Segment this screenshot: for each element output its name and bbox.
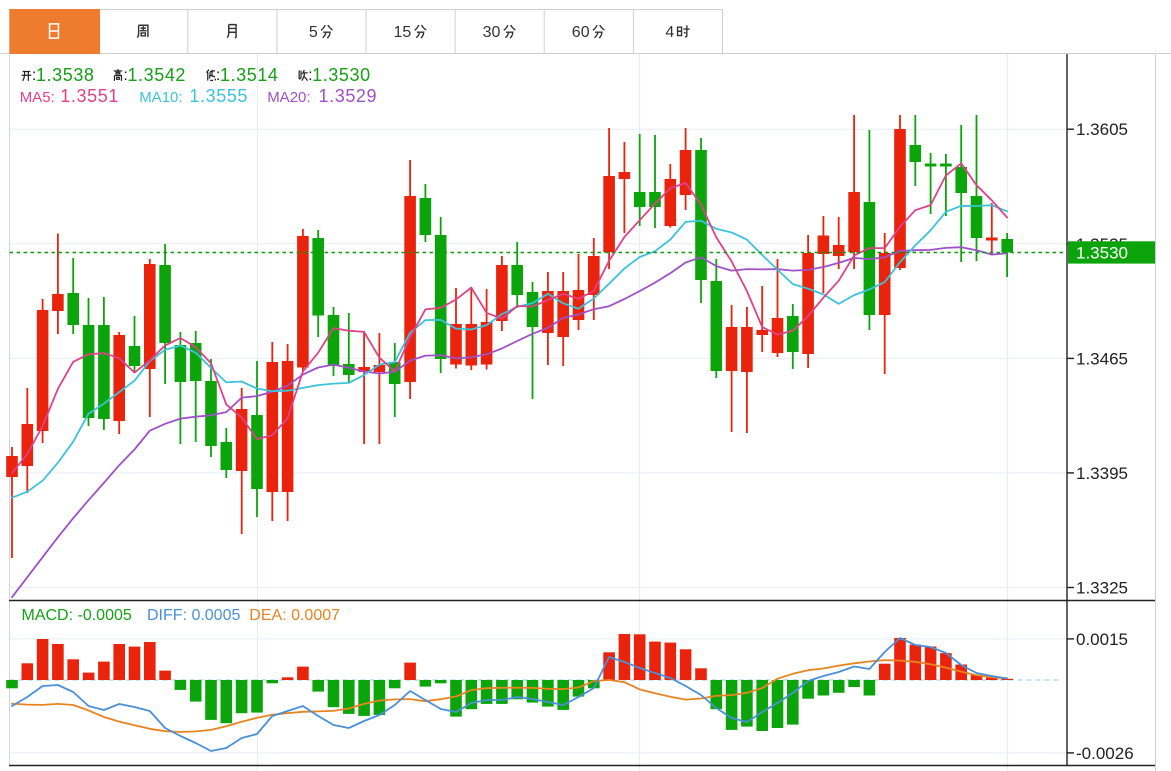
svg-text:5: 5 [309,24,318,41]
svg-text:1.3465: 1.3465 [1076,349,1128,368]
svg-text:DEA: 0.0007: DEA: 0.0007 [249,607,340,624]
svg-text:1.3395: 1.3395 [1076,464,1128,483]
svg-text::: : [216,67,220,84]
svg-text:1.3538: 1.3538 [36,65,95,85]
svg-text::: : [32,67,36,84]
svg-text::: : [123,67,127,84]
svg-text:DIFF: 0.0005: DIFF: 0.0005 [147,607,240,624]
svg-text:MA20: 1.3529: MA20: 1.3529 [267,86,377,106]
svg-text:MA5: 1.3551: MA5: 1.3551 [20,86,119,106]
svg-text:30: 30 [483,24,501,41]
svg-text:1.3542: 1.3542 [127,65,186,85]
svg-text:1.3605: 1.3605 [1076,120,1128,139]
svg-text:60: 60 [572,24,590,41]
svg-text:MACD: -0.0005: MACD: -0.0005 [22,607,132,624]
svg-text:MA10: 1.3555: MA10: 1.3555 [139,86,248,106]
svg-text:-0.0026: -0.0026 [1076,744,1134,763]
svg-text:1.3514: 1.3514 [220,65,279,85]
svg-text::: : [308,67,312,84]
svg-text:0.0015: 0.0015 [1076,630,1128,649]
svg-text:15: 15 [394,24,412,41]
svg-text:1.3530: 1.3530 [1076,244,1128,263]
svg-text:1.3325: 1.3325 [1076,579,1128,598]
svg-text:1.3530: 1.3530 [312,65,371,85]
svg-text:4: 4 [665,24,674,41]
